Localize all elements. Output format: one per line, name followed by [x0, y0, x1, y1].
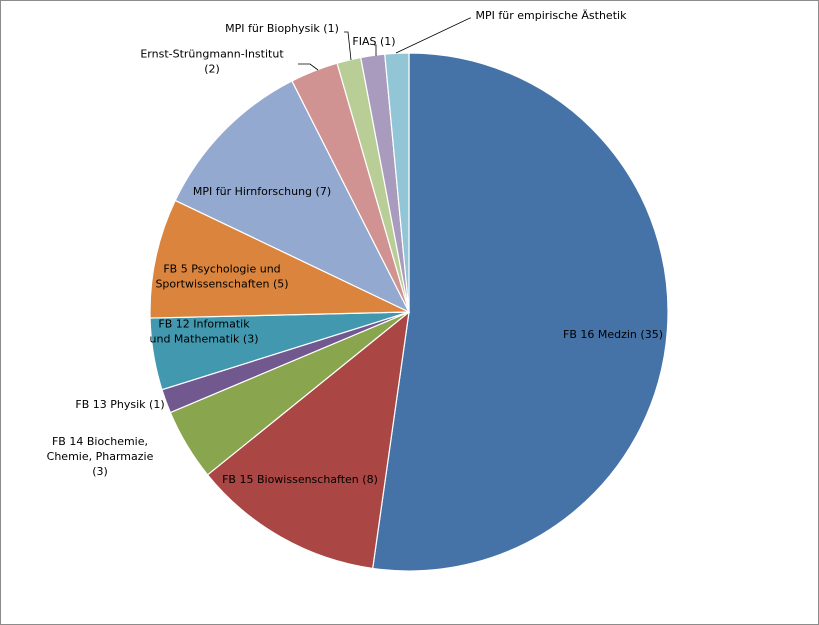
pie-slice — [149, 199, 410, 319]
leader-line — [395, 17, 471, 54]
leader-line — [344, 31, 352, 61]
leader-line — [298, 63, 319, 71]
pie-slice — [372, 52, 669, 572]
leader-line — [374, 44, 377, 56]
pie-slice — [174, 80, 411, 314]
slice-label: FB 5 Psychologie und Sportwissenschaften … — [155, 263, 288, 291]
slice-label: FB 14 Biochemie, Chemie, Pharmazie (3) — [47, 435, 154, 478]
slice-label: FIAS (1) — [352, 35, 395, 48]
slice-label: MPI für Hirnforschung (7) — [193, 185, 331, 198]
slice-label: Ernst-Strüngmann-Institut (2) — [140, 48, 284, 76]
slice-label: FB 12 Informatik und Mathematik (3) — [150, 318, 259, 346]
slice-label: FB 13 Physik (1) — [75, 398, 164, 411]
slice-label: MPI für Biophysik (1) — [225, 22, 339, 35]
pie-slice — [384, 52, 410, 313]
slice-label: FB 16 Medzin (35) — [563, 328, 663, 341]
slice-label: FB 15 Biowissenschaften (8) — [222, 473, 378, 486]
slice-label: MPI für empirische Ästhetik — [476, 9, 628, 22]
pie-slice — [206, 310, 410, 570]
